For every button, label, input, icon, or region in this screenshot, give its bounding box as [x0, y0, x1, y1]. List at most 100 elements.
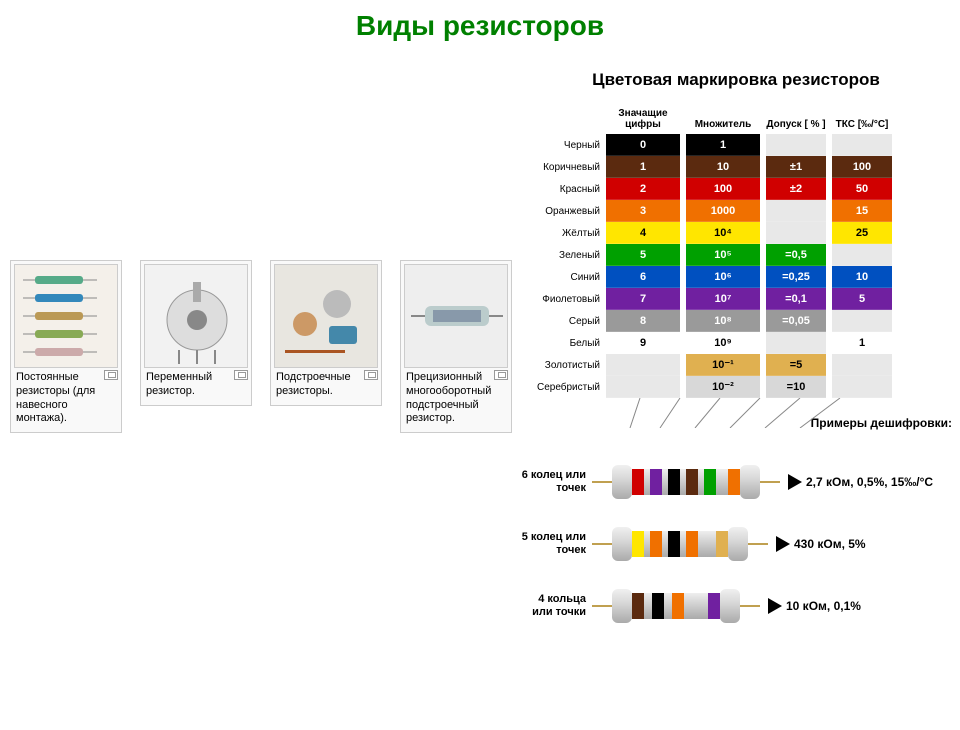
decode-text: 2,7 кОм, 0,5%, 15‰/°C: [806, 475, 933, 489]
chart-cell: [766, 222, 826, 244]
example-label: 4 кольца или точки: [520, 593, 592, 619]
color-band: [632, 469, 644, 495]
color-row-label: Синий: [520, 266, 606, 288]
chart-column: ТКС [‰/°C]1005015251051: [832, 104, 892, 398]
chart-column: Значащие цифры0123456789: [606, 104, 680, 398]
color-band: [728, 469, 740, 495]
band-gap: [698, 531, 716, 557]
example-label: 5 колец или точек: [520, 531, 592, 557]
color-row-label: Белый: [520, 332, 606, 354]
column-header: Значащие цифры: [606, 104, 680, 134]
chart-cell: 1: [606, 156, 680, 178]
chart-cell: 2: [606, 178, 680, 200]
chart-cell: [832, 376, 892, 398]
example-row: 5 колец или точек 430 кОм, 5%: [520, 526, 952, 562]
chart-cell: 5: [606, 244, 680, 266]
chart-cell: 10⁹: [686, 332, 760, 354]
chart-cell: =0,25: [766, 266, 826, 288]
color-band: [632, 531, 644, 557]
chart-cell: [766, 200, 826, 222]
chart-cell: =10: [766, 376, 826, 398]
resistor-graphic: [592, 464, 780, 500]
band-gap: [644, 593, 652, 619]
color-band: [668, 469, 680, 495]
band-gap: [664, 593, 672, 619]
enlarge-icon[interactable]: [494, 370, 508, 380]
arrow-icon: [768, 598, 782, 614]
chart-cell: 50: [832, 178, 892, 200]
thumbnail-image: [144, 264, 248, 368]
chart-cell: 5: [832, 288, 892, 310]
chart-cell: [832, 134, 892, 156]
chart-cell: ±1: [766, 156, 826, 178]
color-band: [650, 469, 662, 495]
color-row-label: Красный: [520, 178, 606, 200]
thumbnail-caption-text: Переменный резистор.: [146, 371, 212, 397]
chart-column: Допуск [ % ]±1±2=0,5=0,25=0,1=0,05=5=10: [766, 104, 826, 398]
chart-cell: 10: [686, 156, 760, 178]
chart-cell: 10: [832, 266, 892, 288]
thumbnail-caption-text: Постоянные резисторы (для навесного монт…: [16, 371, 95, 424]
thumbnail-card[interactable]: Переменный резистор.: [140, 260, 252, 406]
enlarge-icon[interactable]: [234, 370, 248, 380]
chart-cell: 1: [832, 332, 892, 354]
enlarge-icon[interactable]: [104, 370, 118, 380]
thumbnail-caption: Переменный резистор.: [144, 368, 248, 402]
chart-cell: 10⁵: [686, 244, 760, 266]
example-label: 6 колец или точек: [520, 469, 592, 495]
chart-cell: 10⁸: [686, 310, 760, 332]
decode-text: 10 кОм, 0,1%: [786, 599, 861, 613]
color-band: [708, 593, 720, 619]
column-header: ТКС [‰/°C]: [832, 104, 892, 134]
chart-cell: =5: [766, 354, 826, 376]
thumbnail-caption-text: Подстроечные резисторы.: [276, 371, 351, 397]
arrow-icon: [788, 474, 802, 490]
chart-cell: 1000: [686, 200, 760, 222]
chart-cell: 3: [606, 200, 680, 222]
examples-section: Примеры дешифровки: 6 колец или точек2,7…: [520, 422, 952, 652]
chart-cell: 10⁻¹: [686, 354, 760, 376]
decode-text: 430 кОм, 5%: [794, 537, 866, 551]
color-band: [668, 531, 680, 557]
color-band: [704, 469, 716, 495]
thumbnail-caption-text: Прецизионный многооборотный подстроечный…: [406, 371, 491, 424]
chart-cell: 10⁶: [686, 266, 760, 288]
chart-cell: [832, 354, 892, 376]
chart-cell: [606, 354, 680, 376]
color-row-label: Коричневый: [520, 156, 606, 178]
column-header: Допуск [ % ]: [766, 104, 826, 134]
color-row-label: Зеленый: [520, 244, 606, 266]
chart-cell: 8: [606, 310, 680, 332]
thumbnail-card[interactable]: Прецизионный многооборотный подстроечный…: [400, 260, 512, 433]
color-row-label: Серебристый: [520, 376, 606, 398]
color-code-chart: Цветовая маркировка резисторов ЧерныйКор…: [520, 70, 952, 652]
chart-cell: =0,1: [766, 288, 826, 310]
chart-cell: 1: [686, 134, 760, 156]
thumbnail-image: [14, 264, 118, 368]
color-band: [650, 531, 662, 557]
chart-table: ЧерныйКоричневыйКрасныйОранжевыйЖёлтыйЗе…: [520, 104, 952, 398]
color-row-label: Золотистый: [520, 354, 606, 376]
color-band: [686, 531, 698, 557]
chart-cell: 0: [606, 134, 680, 156]
chart-column: Множитель110100100010⁴10⁵10⁶10⁷10⁸10⁹10⁻…: [686, 104, 760, 398]
thumbnail-row: Постоянные резисторы (для навесного монт…: [10, 260, 512, 433]
chart-cell: 100: [832, 156, 892, 178]
thumbnail-caption: Подстроечные резисторы.: [274, 368, 378, 402]
color-row-label: Фиолетовый: [520, 288, 606, 310]
chart-cell: ±2: [766, 178, 826, 200]
color-band: [672, 593, 684, 619]
thumbnail-card[interactable]: Подстроечные резисторы.: [270, 260, 382, 406]
chart-cell: [606, 376, 680, 398]
thumbnail-image: [404, 264, 508, 368]
chart-cell: 7: [606, 288, 680, 310]
band-gap: [684, 593, 708, 619]
chart-cell: [766, 134, 826, 156]
thumbnail-image: [274, 264, 378, 368]
row-labels-column: ЧерныйКоричневыйКрасныйОранжевыйЖёлтыйЗе…: [520, 104, 606, 398]
thumbnail-card[interactable]: Постоянные резисторы (для навесного монт…: [10, 260, 122, 433]
color-row-label: Оранжевый: [520, 200, 606, 222]
enlarge-icon[interactable]: [364, 370, 378, 380]
page-title: Виды резисторов: [0, 10, 960, 42]
chart-cell: 100: [686, 178, 760, 200]
